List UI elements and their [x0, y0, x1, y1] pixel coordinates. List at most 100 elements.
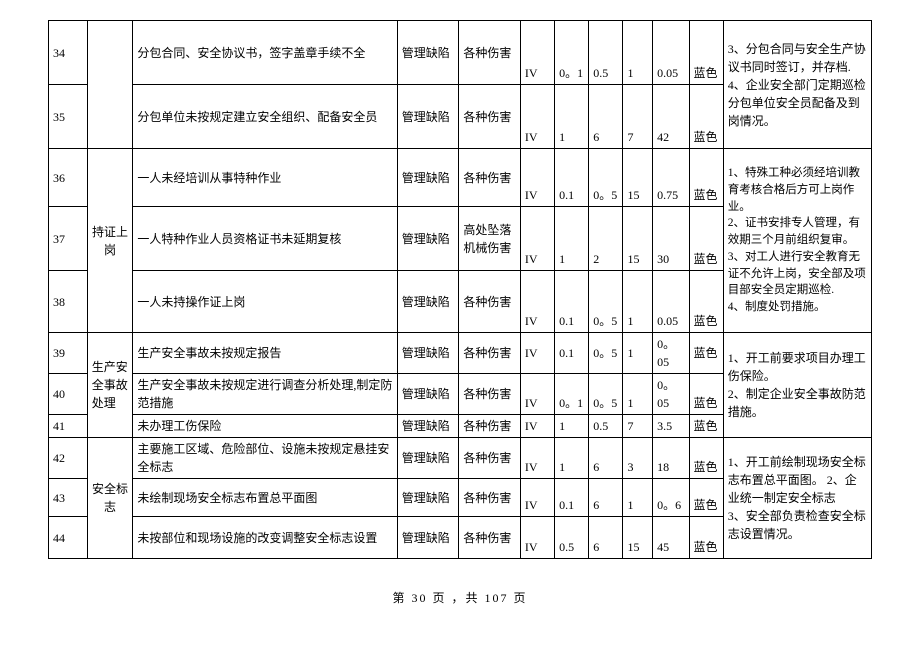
category-cell: 生产安全事故处理 [87, 333, 133, 438]
val-cell: 1 [623, 333, 653, 374]
val-cell: 0。1 [555, 21, 589, 85]
val-cell: 0.1 [555, 333, 589, 374]
desc-cell: 未绘制现场安全标志布置总平面图 [133, 479, 397, 517]
defect-cell: 管理缺陷 [397, 271, 459, 333]
val-cell: 45 [653, 517, 689, 559]
desc-cell: 生产安全事故未按规定进行调查分析处理,制定防范措施 [133, 374, 397, 415]
desc-cell: 一人未持操作证上岗 [133, 271, 397, 333]
harm-cell: 各种伤害 [459, 21, 521, 85]
val-cell: 6 [589, 438, 623, 479]
harm-cell: 各种伤害 [459, 415, 521, 438]
defect-cell: 管理缺陷 [397, 415, 459, 438]
desc-cell: 未按部位和现场设施的改变调整安全标志设置 [133, 517, 397, 559]
color-cell: 蓝色 [689, 207, 723, 271]
level-cell: IV [520, 271, 554, 333]
page-footer: 第 30 页 ，共 107 页 [48, 589, 872, 606]
harm-cell: 各种伤害 [459, 271, 521, 333]
color-cell: 蓝色 [689, 374, 723, 415]
color-cell: 蓝色 [689, 517, 723, 559]
harm-cell: 各种伤害 [459, 149, 521, 207]
row-num: 35 [49, 85, 88, 149]
row-num: 34 [49, 21, 88, 85]
defect-cell: 管理缺陷 [397, 438, 459, 479]
desc-cell: 生产安全事故未按规定报告 [133, 333, 397, 374]
val-cell: 1 [623, 271, 653, 333]
row-num: 44 [49, 517, 88, 559]
note-cell: 1、开工前要求项目办理工伤保险。 2、制定企业安全事故防范措施。 [723, 333, 871, 438]
level-cell: IV [520, 149, 554, 207]
row-num: 36 [49, 149, 88, 207]
val-cell: 0。5 [589, 333, 623, 374]
desc-cell: 一人特种作业人员资格证书未延期复核 [133, 207, 397, 271]
val-cell: 1 [555, 415, 589, 438]
desc-cell: 分包合同、安全协议书，签字盖章手续不全 [133, 21, 397, 85]
level-cell: IV [520, 333, 554, 374]
defect-cell: 管理缺陷 [397, 374, 459, 415]
color-cell: 蓝色 [689, 415, 723, 438]
val-cell: 1 [555, 85, 589, 149]
val-cell: 1 [623, 374, 653, 415]
val-cell: 0.1 [555, 149, 589, 207]
table-row: 42 安全标志 主要施工区域、危险部位、设施未按规定悬挂安全标志 管理缺陷 各种… [49, 438, 872, 479]
level-cell: IV [520, 517, 554, 559]
level-cell: IV [520, 438, 554, 479]
defect-cell: 管理缺陷 [397, 333, 459, 374]
val-cell: 6 [589, 479, 623, 517]
defect-cell: 管理缺陷 [397, 207, 459, 271]
color-cell: 蓝色 [689, 21, 723, 85]
color-cell: 蓝色 [689, 438, 723, 479]
level-cell: IV [520, 207, 554, 271]
level-cell: IV [520, 21, 554, 85]
table-row: 36 持证上岗 一人未经培训从事特种作业 管理缺陷 各种伤害 IV 0.1 0。… [49, 149, 872, 207]
row-num: 41 [49, 415, 88, 438]
val-cell: 15 [623, 207, 653, 271]
category-cell [87, 21, 133, 149]
val-cell: 0.5 [555, 517, 589, 559]
color-cell: 蓝色 [689, 271, 723, 333]
val-cell: 0.5 [589, 21, 623, 85]
val-cell: 0.5 [589, 415, 623, 438]
note-cell: 1、开工前绘制现场安全标志布置总平面图。 2、企业统一制定安全标志 3、安全部负… [723, 438, 871, 559]
val-cell: 0.05 [653, 271, 689, 333]
defect-cell: 管理缺陷 [397, 21, 459, 85]
harm-cell: 各种伤害 [459, 517, 521, 559]
harm-cell: 各种伤害 [459, 438, 521, 479]
val-cell: 6 [589, 517, 623, 559]
row-num: 38 [49, 271, 88, 333]
val-cell: 1 [623, 21, 653, 85]
val-cell: 1 [555, 438, 589, 479]
val-cell: 0.1 [555, 479, 589, 517]
desc-cell: 一人未经培训从事特种作业 [133, 149, 397, 207]
val-cell: 0。5 [589, 149, 623, 207]
defect-cell: 管理缺陷 [397, 479, 459, 517]
val-cell: 18 [653, 438, 689, 479]
row-num: 40 [49, 374, 88, 415]
defect-cell: 管理缺陷 [397, 517, 459, 559]
risk-table: 34 分包合同、安全协议书，签字盖章手续不全 管理缺陷 各种伤害 IV 0。1 … [48, 20, 872, 559]
val-cell: 7 [623, 415, 653, 438]
harm-cell: 高处坠落机械伤害 [459, 207, 521, 271]
level-cell: IV [520, 415, 554, 438]
table-row: 39 生产安全事故处理 生产安全事故未按规定报告 管理缺陷 各种伤害 IV 0.… [49, 333, 872, 374]
note-cell: 1、特殊工种必须经培训教育考核合格后方可上岗作业。 2、证书安排专人管理，有效期… [723, 149, 871, 333]
row-num: 39 [49, 333, 88, 374]
val-cell: 0.05 [653, 21, 689, 85]
category-cell: 安全标志 [87, 438, 133, 559]
level-cell: IV [520, 479, 554, 517]
desc-cell: 未办理工伤保险 [133, 415, 397, 438]
val-cell: 2 [589, 207, 623, 271]
val-cell: 1 [555, 207, 589, 271]
desc-cell: 主要施工区域、危险部位、设施未按规定悬挂安全标志 [133, 438, 397, 479]
val-cell: 3 [623, 438, 653, 479]
val-cell: 0。1 [555, 374, 589, 415]
color-cell: 蓝色 [689, 479, 723, 517]
harm-cell: 各种伤害 [459, 333, 521, 374]
table-row: 34 分包合同、安全协议书，签字盖章手续不全 管理缺陷 各种伤害 IV 0。1 … [49, 21, 872, 85]
desc-cell: 分包单位未按规定建立安全组织、配备安全员 [133, 85, 397, 149]
level-cell: IV [520, 374, 554, 415]
val-cell: 42 [653, 85, 689, 149]
val-cell: 30 [653, 207, 689, 271]
val-cell: 0。05 [653, 374, 689, 415]
val-cell: 0.75 [653, 149, 689, 207]
category-cell: 持证上岗 [87, 149, 133, 333]
